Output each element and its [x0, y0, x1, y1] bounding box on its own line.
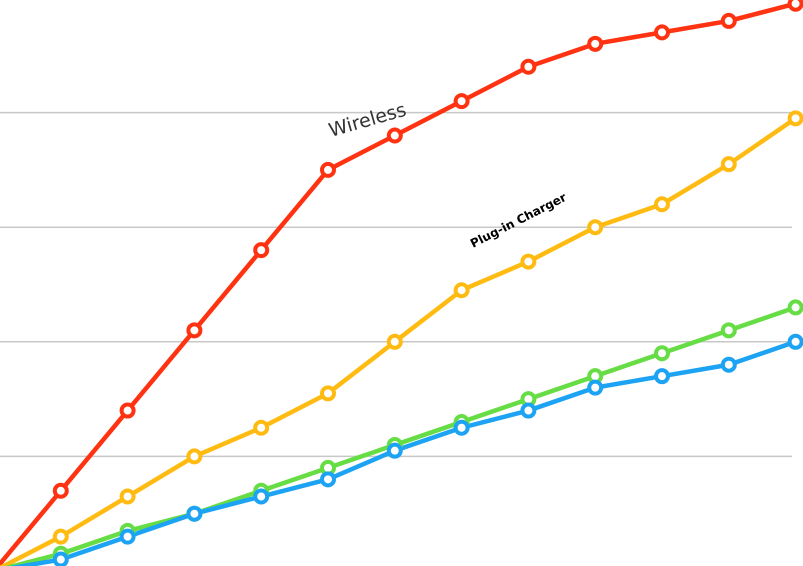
data-point: [386, 442, 403, 459]
data-point: [787, 299, 803, 316]
data-point: [320, 161, 336, 178]
data-point: [787, 333, 803, 350]
data-point: [386, 333, 403, 350]
data-point: [587, 219, 604, 236]
data-point: [587, 379, 604, 396]
data-point: [654, 196, 670, 213]
data-point: [186, 322, 203, 339]
data-point: [720, 322, 737, 339]
data-point: [787, 110, 803, 127]
data-point: [720, 156, 737, 173]
annotation-plug-in-charger: Plug-in Charger: [468, 190, 569, 251]
data-point: [186, 448, 203, 465]
data-point: [253, 488, 270, 505]
data-point: [520, 402, 537, 419]
data-point: [386, 127, 403, 144]
data-point: [654, 345, 670, 362]
data-point: [587, 35, 604, 52]
data-point: [186, 505, 203, 522]
data-point: [453, 282, 470, 299]
data-point: [52, 551, 69, 566]
data-point: [520, 58, 537, 75]
data-point: [52, 482, 69, 499]
series-points: [52, 0, 803, 566]
data-point: [52, 528, 69, 545]
data-point: [253, 419, 270, 436]
data-point: [720, 12, 737, 29]
data-point: [453, 93, 470, 110]
data-point: [119, 528, 136, 545]
data-point: [654, 24, 670, 41]
data-point: [119, 488, 136, 505]
data-point: [453, 419, 470, 436]
data-point: [654, 368, 670, 385]
gridlines: [0, 111, 792, 458]
data-point: [253, 242, 270, 259]
data-point: [320, 385, 336, 402]
data-point: [787, 0, 803, 12]
data-point: [119, 402, 136, 419]
data-point: [720, 356, 737, 373]
data-point: [520, 253, 537, 270]
data-point: [320, 471, 336, 488]
